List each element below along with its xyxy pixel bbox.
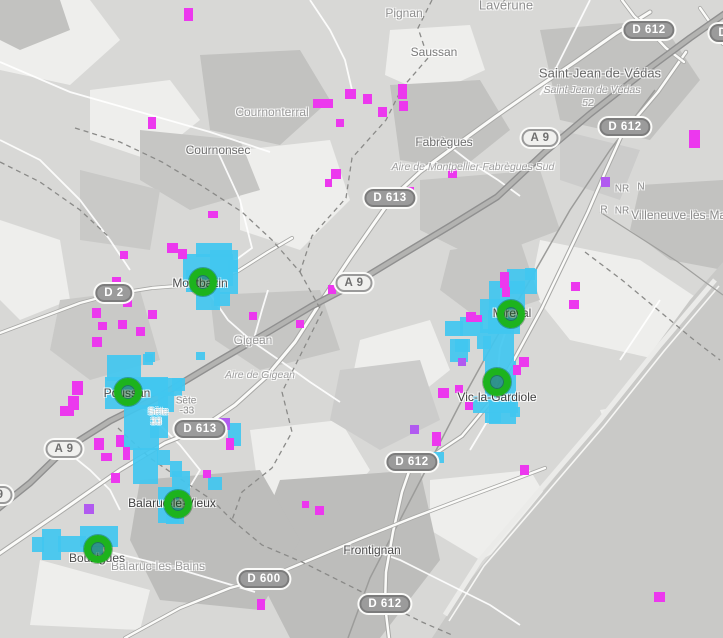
- water: [432, 262, 723, 638]
- green-circle-marker-vic-la-gardiole[interactable]: [483, 368, 511, 396]
- green-circle-marker-bouzigues[interactable]: [84, 535, 112, 563]
- green-circle-marker-poussan[interactable]: [114, 378, 142, 406]
- railway: [347, 89, 656, 638]
- green-circle-marker-mireval[interactable]: [497, 300, 525, 328]
- green-circle-marker-montbazin[interactable]: [189, 268, 217, 296]
- green-circle-marker-balaruc-le-vieux[interactable]: [164, 490, 192, 518]
- stream: [599, 211, 723, 296]
